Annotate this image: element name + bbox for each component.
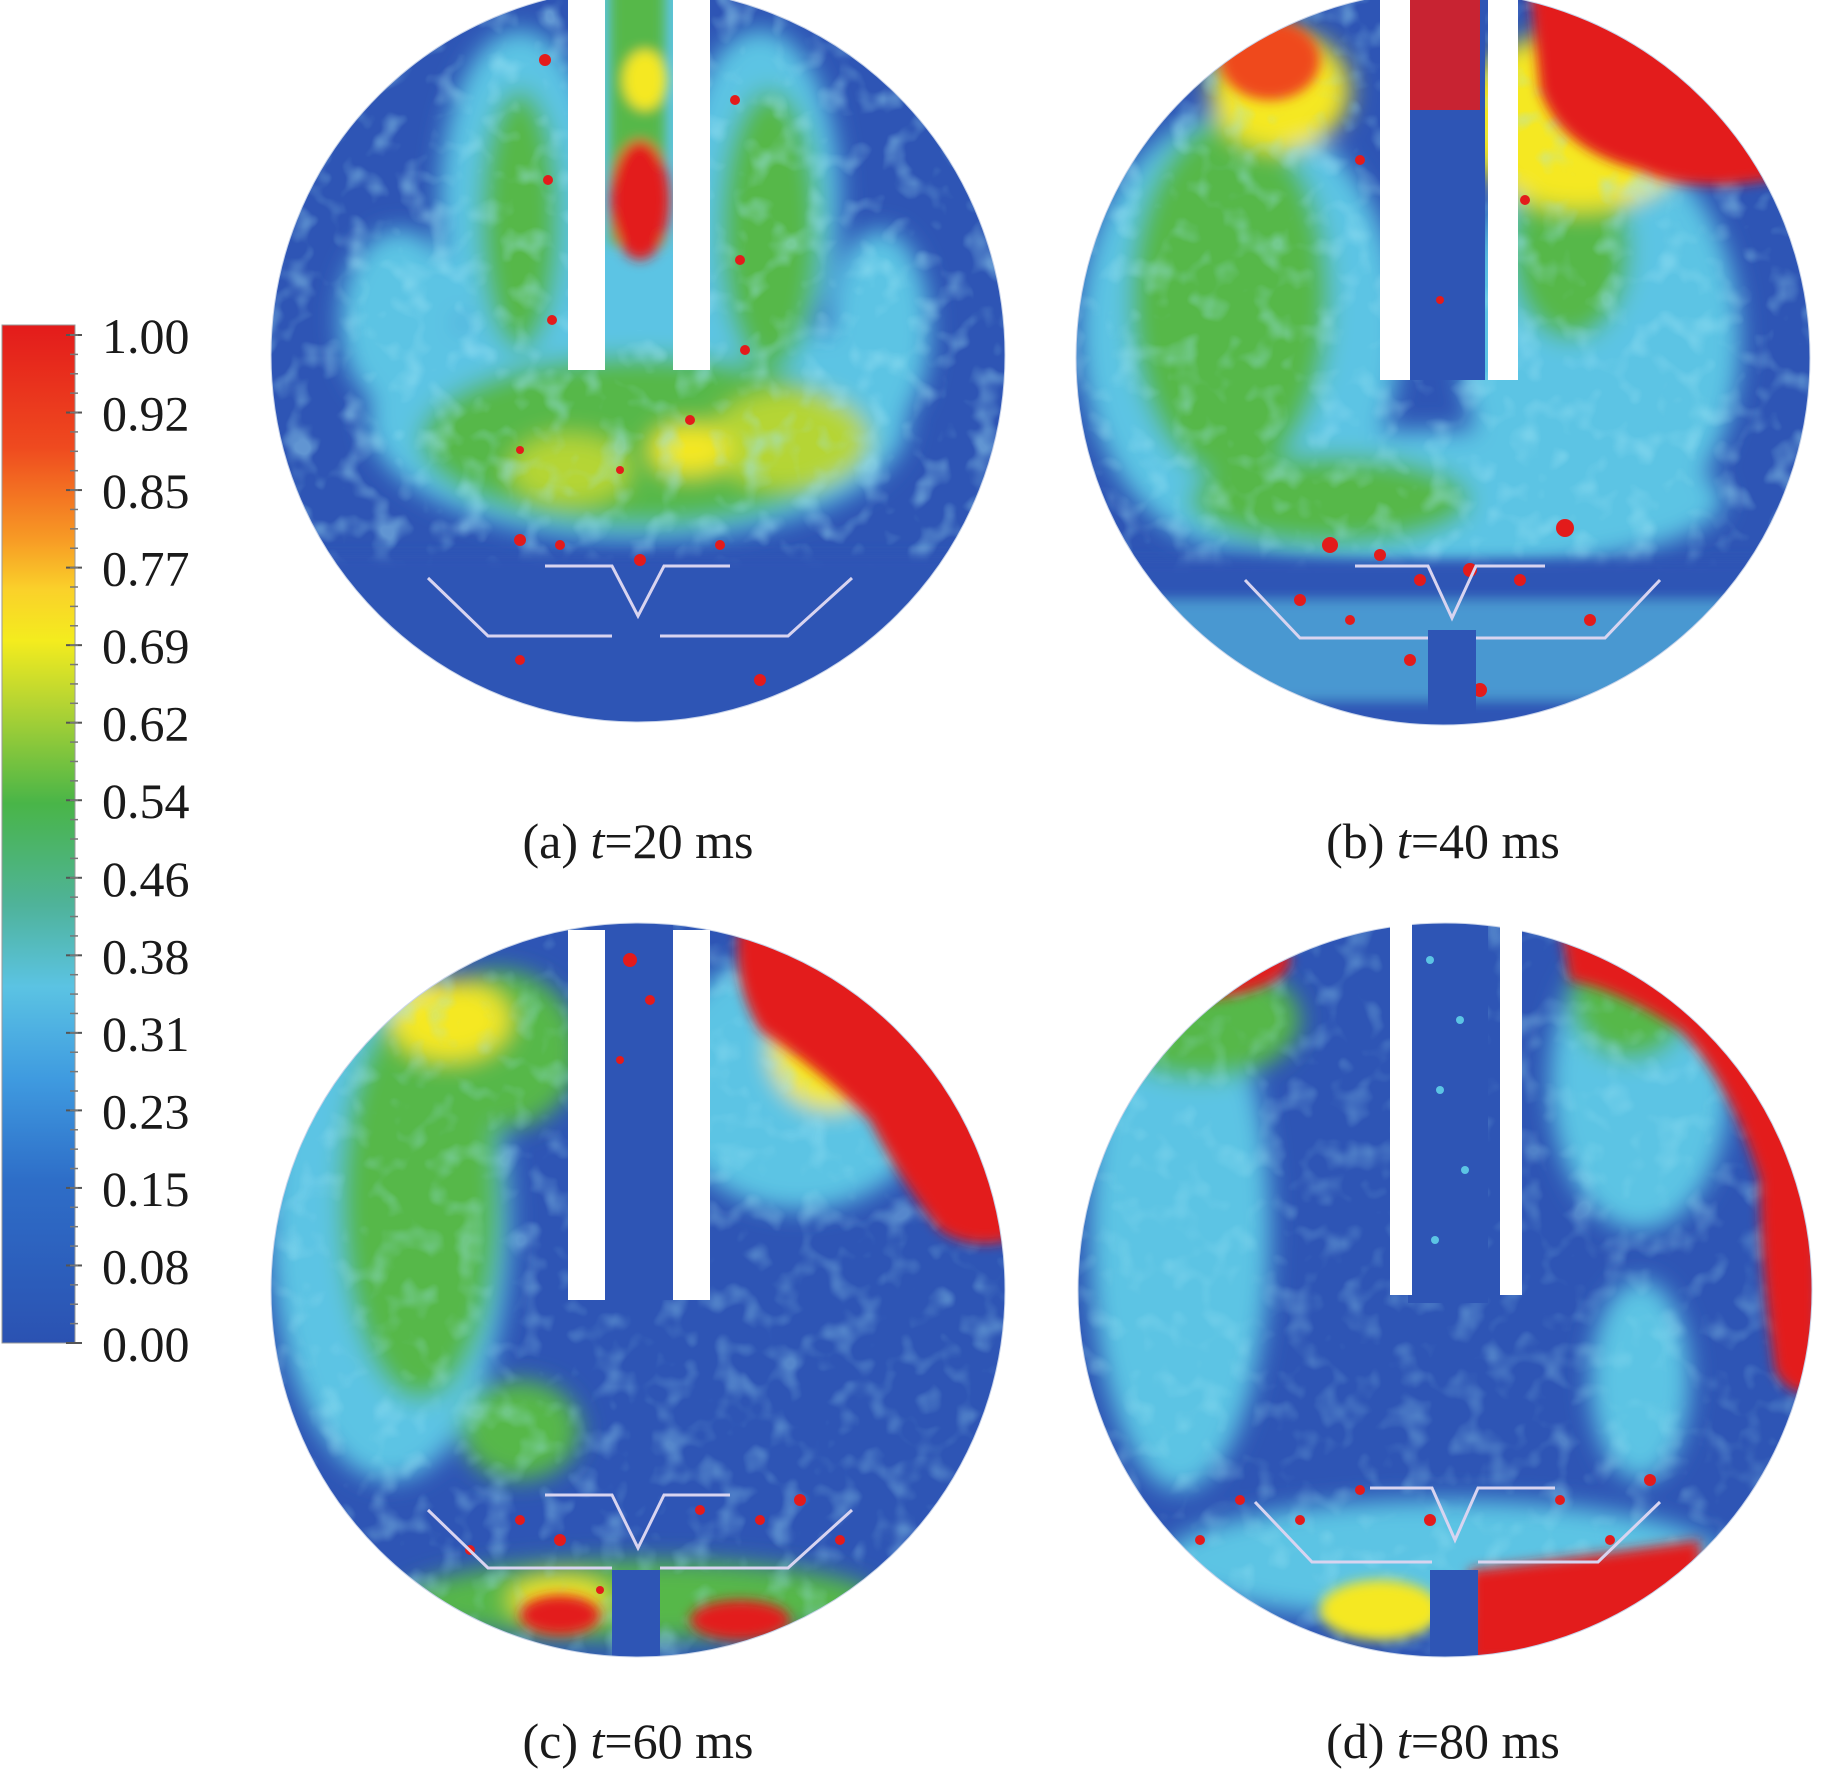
caption-b-var: t [1396,813,1411,869]
colorbar-tick-label: 0.31 [102,1006,190,1062]
contour-panel-a [270,0,1006,723]
caption-b: (b) t=40 ms [1043,812,1842,870]
contour-panel-d [1077,922,1813,1658]
caption-c: (c) t=60 ms [238,1712,1038,1770]
caption-d: (d) t=80 ms [1043,1712,1842,1770]
caption-d-label: (d) [1326,1713,1385,1769]
colorbar-tick-labels: 1.00 0.92 0.85 0.77 0.69 0.62 0.54 0.46 0.38 0.31… [102,308,190,1372]
caption-b-value: =40 ms [1410,813,1560,869]
caption-d-value: =80 ms [1410,1713,1560,1769]
caption-a-value: =20 ms [604,813,754,869]
colorbar-tick-label: 0.23 [102,1083,190,1139]
caption-d-var: t [1396,1713,1411,1769]
caption-a: (a) t=20 ms [238,812,1038,870]
colorbar-tick-label: 0.46 [102,851,190,907]
colorbar-tick-label: 0.00 [102,1316,190,1372]
contour-panel-b [1075,0,1811,726]
colorbar-tick-label: 0.08 [102,1238,190,1294]
colorbar-minor-ticks [66,334,82,1344]
contour-panel-c [270,922,1006,1658]
colorbar-tick-label: 0.85 [102,463,190,519]
colorbar-tick-label: 0.62 [102,696,190,752]
colorbar-tick-label: 0.69 [102,618,190,674]
caption-c-label: (c) [522,1713,579,1769]
caption-c-var: t [590,1713,605,1769]
colorbar-tick-label: 0.92 [102,386,190,442]
colorbar-tick-label: 0.54 [102,773,190,829]
colorbar: 1.00 0.92 0.85 0.77 0.69 0.62 0.54 0.46 0.38 0.31… [1,308,190,1372]
caption-a-var: t [590,813,605,869]
colorbar-gradient [1,324,76,1344]
caption-a-label: (a) [522,813,579,869]
colorbar-tick-label: 0.15 [102,1161,190,1217]
colorbar-tick-label: 0.38 [102,928,190,984]
colorbar-tick-label: 1.00 [102,308,190,364]
caption-b-label: (b) [1326,813,1385,869]
caption-c-value: =60 ms [604,1713,754,1769]
colorbar-tick-label: 0.77 [102,541,190,597]
